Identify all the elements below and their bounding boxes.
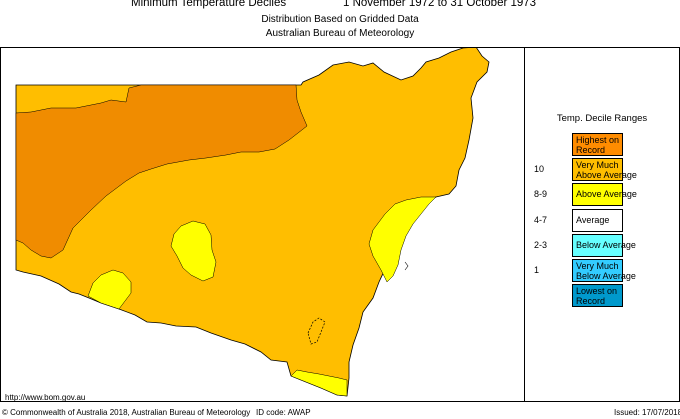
legend-swatch <box>572 158 623 182</box>
legend-swatch <box>572 133 623 156</box>
legend-label: Above Average <box>576 189 637 200</box>
legend-range: 10 <box>534 164 545 175</box>
above-average-region-west <box>170 220 217 282</box>
map-subtitle-agency: Australian Bureau of Meteorology <box>265 28 415 39</box>
legend-label: Very Much Below Average <box>576 261 636 281</box>
legend-swatch <box>572 259 623 282</box>
map-panel <box>0 47 525 402</box>
issued-date: Issued: 17/07/2018 <box>614 408 680 417</box>
legend-swatch <box>572 208 623 232</box>
legend-title: Temp. Decile Ranges <box>556 113 648 124</box>
map-subtitle-method: Distribution Based on Gridded Data <box>261 14 419 25</box>
legend-label: Below Average <box>576 239 636 250</box>
legend-swatch <box>572 233 623 257</box>
bom-url: http://www.bom.gov.au <box>5 393 86 402</box>
legend-range: 4-7 <box>534 214 548 225</box>
above-average-region-coast <box>368 196 437 283</box>
legend-range: 8-9 <box>534 189 548 200</box>
legend-range: 1 <box>534 265 540 275</box>
legend-label: Lowest on Record <box>576 286 618 307</box>
lord-howe-marker <box>404 261 409 271</box>
legend-label: Highest on Record <box>576 135 620 155</box>
map-title: Minimum Temperature Deciles <box>131 0 287 9</box>
nsw-decile-map <box>15 48 490 397</box>
map-period: 1 November 1972 to 31 October 1973 <box>343 0 537 9</box>
legend-label: Very Much Above Average <box>576 160 637 181</box>
above-average-region-southeast <box>290 369 348 397</box>
legend-swatch <box>572 284 623 308</box>
highest-on-record-region <box>15 84 308 259</box>
above-average-region-southwest <box>87 269 132 310</box>
legend-swatch <box>572 183 623 207</box>
act-border <box>307 317 326 345</box>
legend-label: Average <box>576 214 610 225</box>
legend-range: 2-3 <box>534 239 548 250</box>
copyright-notice: © Commonwealth of Australia 2018, Austra… <box>2 408 251 417</box>
id-code: ID code: AWAP <box>256 408 311 417</box>
